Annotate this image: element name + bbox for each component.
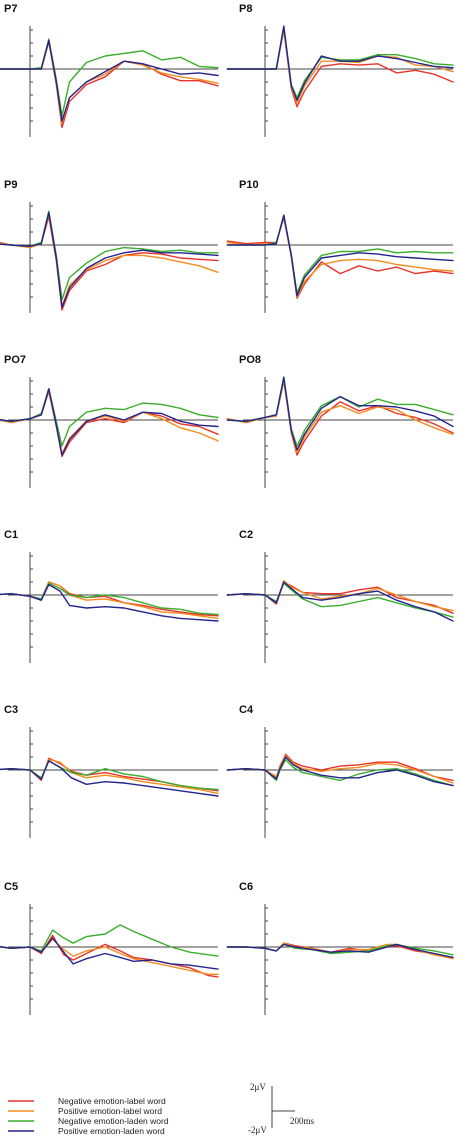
erp-panel-c3: C3 xyxy=(0,704,219,838)
scale-bar-negative-label: -2μV xyxy=(248,1125,267,1135)
trace-neg-label xyxy=(0,41,219,129)
legend-label-neg-laden: Negative emotion-laden word xyxy=(58,1116,169,1126)
trace-pos-label xyxy=(0,213,219,307)
electrode-label: P10 xyxy=(239,179,259,191)
trace-neg-laden xyxy=(226,758,454,787)
trace-pos-laden xyxy=(0,388,219,456)
trace-neg-label xyxy=(0,390,219,458)
trace-neg-laden xyxy=(0,210,219,301)
erp-panel-p10: P10 xyxy=(226,179,454,313)
electrode-label: C6 xyxy=(239,881,253,893)
electrode-label: C3 xyxy=(4,704,18,716)
electrode-label: PO7 xyxy=(4,354,26,366)
legend-label-pos-laden: Positive emotion-laden word xyxy=(58,1126,165,1136)
erp-panel-po8: PO8 xyxy=(226,354,454,488)
trace-neg-laden xyxy=(226,26,454,99)
erp-panel-c4: C4 xyxy=(226,704,454,838)
erp-panel-p9: P9 xyxy=(0,179,219,313)
trace-neg-label xyxy=(0,934,219,978)
trace-neg-laden xyxy=(0,582,219,616)
trace-pos-laden xyxy=(0,937,219,970)
trace-pos-laden xyxy=(226,25,454,101)
erp-panel-c1: C1 xyxy=(0,529,219,663)
trace-pos-label xyxy=(226,379,454,454)
erp-panel-po7: PO7 xyxy=(0,354,219,488)
trace-pos-label xyxy=(226,580,454,612)
scale-bar-amplitude-label: 2μV xyxy=(250,1082,266,1092)
legend: Negative emotion-label word Positive emo… xyxy=(8,1096,169,1136)
trace-pos-label xyxy=(0,938,219,975)
legend-label-pos-label: Positive emotion-label word xyxy=(58,1106,162,1116)
trace-pos-laden xyxy=(0,211,219,309)
trace-pos-laden xyxy=(226,756,454,787)
electrode-label: P7 xyxy=(4,3,17,15)
trace-pos-laden xyxy=(0,583,219,622)
electrode-label: P8 xyxy=(239,3,252,15)
erp-panel-c2: C2 xyxy=(226,529,454,663)
electrode-label: C2 xyxy=(239,529,253,541)
trace-pos-label xyxy=(0,758,219,795)
trace-neg-laden xyxy=(0,924,219,957)
scale-bar-time-label: 200ms xyxy=(290,1116,315,1126)
erp-panel-p8: P8 xyxy=(226,3,454,137)
electrode-label: C1 xyxy=(4,529,18,541)
erp-panels: P7 P8 P9 P10 PO7 PO8 C1 C2 C3 C4 C5 C6 xyxy=(0,3,454,1015)
trace-pos-laden xyxy=(226,214,454,297)
trace-pos-label xyxy=(226,755,454,784)
electrode-label: P9 xyxy=(4,179,17,191)
trace-pos-laden xyxy=(226,581,454,622)
legend-label-neg-label: Negative emotion-label word xyxy=(58,1096,166,1106)
trace-neg-laden xyxy=(226,582,454,618)
scale-bar: 2μV -2μV 200ms xyxy=(248,1082,315,1135)
electrode-label: PO8 xyxy=(239,354,261,366)
trace-pos-label xyxy=(226,28,454,104)
erp-panel-p7: P7 xyxy=(0,3,219,137)
trace-pos-laden xyxy=(0,39,219,122)
trace-pos-laden xyxy=(226,943,454,959)
trace-pos-laden xyxy=(0,760,219,797)
erp-panel-c6: C6 xyxy=(226,881,454,1015)
electrode-label: C4 xyxy=(239,704,254,716)
trace-pos-laden xyxy=(226,376,454,451)
erp-panel-c5: C5 xyxy=(0,881,219,1015)
electrode-label: C5 xyxy=(4,881,18,893)
